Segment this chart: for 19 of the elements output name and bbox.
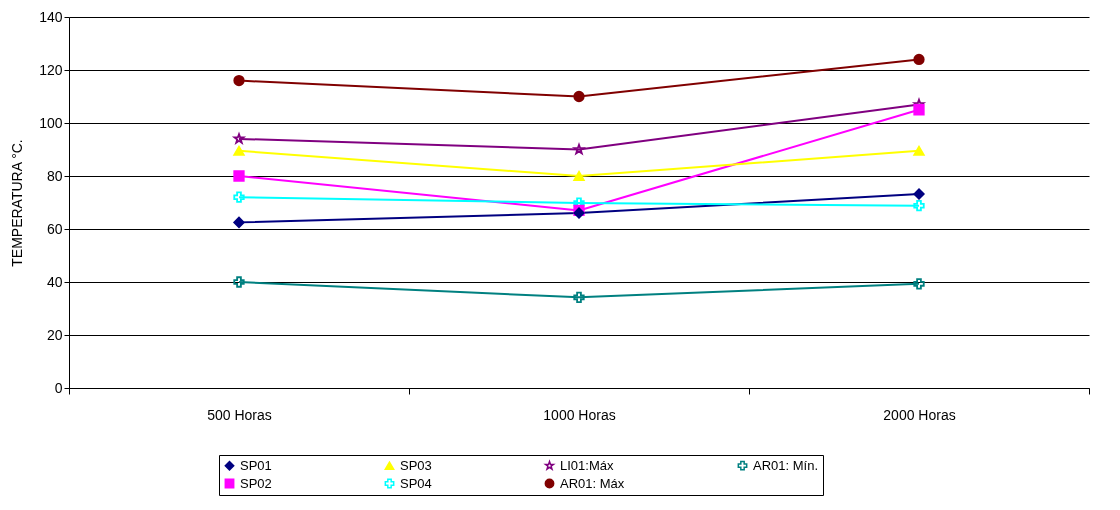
y-tick-label: 120	[39, 61, 63, 78]
y-tick-label: 40	[46, 273, 63, 290]
y-tick-label: 100	[39, 114, 63, 131]
legend-label: SP01	[240, 457, 272, 473]
y-axis-title: TEMPERATURA °C.	[9, 139, 26, 267]
y-tick-label: 80	[46, 167, 63, 184]
y-tick-label: 20	[46, 326, 63, 343]
y-tick-label: 140	[39, 8, 63, 25]
legend-label: LI01:Máx	[560, 457, 614, 473]
x-tick-label: 500 Horas	[207, 406, 272, 423]
legend-label: SP02	[240, 475, 272, 491]
x-tick-label: 2000 Horas	[883, 406, 956, 423]
x-tick-label: 1000 Horas	[543, 406, 616, 423]
y-tick-label: 0	[54, 379, 63, 396]
legend-label: SP04	[400, 475, 432, 491]
legend-label: AR01: Máx	[560, 475, 625, 491]
y-tick-label: 60	[46, 220, 63, 237]
legend-label: AR01: Mín.	[753, 457, 819, 473]
legend-label: SP03	[400, 457, 432, 473]
